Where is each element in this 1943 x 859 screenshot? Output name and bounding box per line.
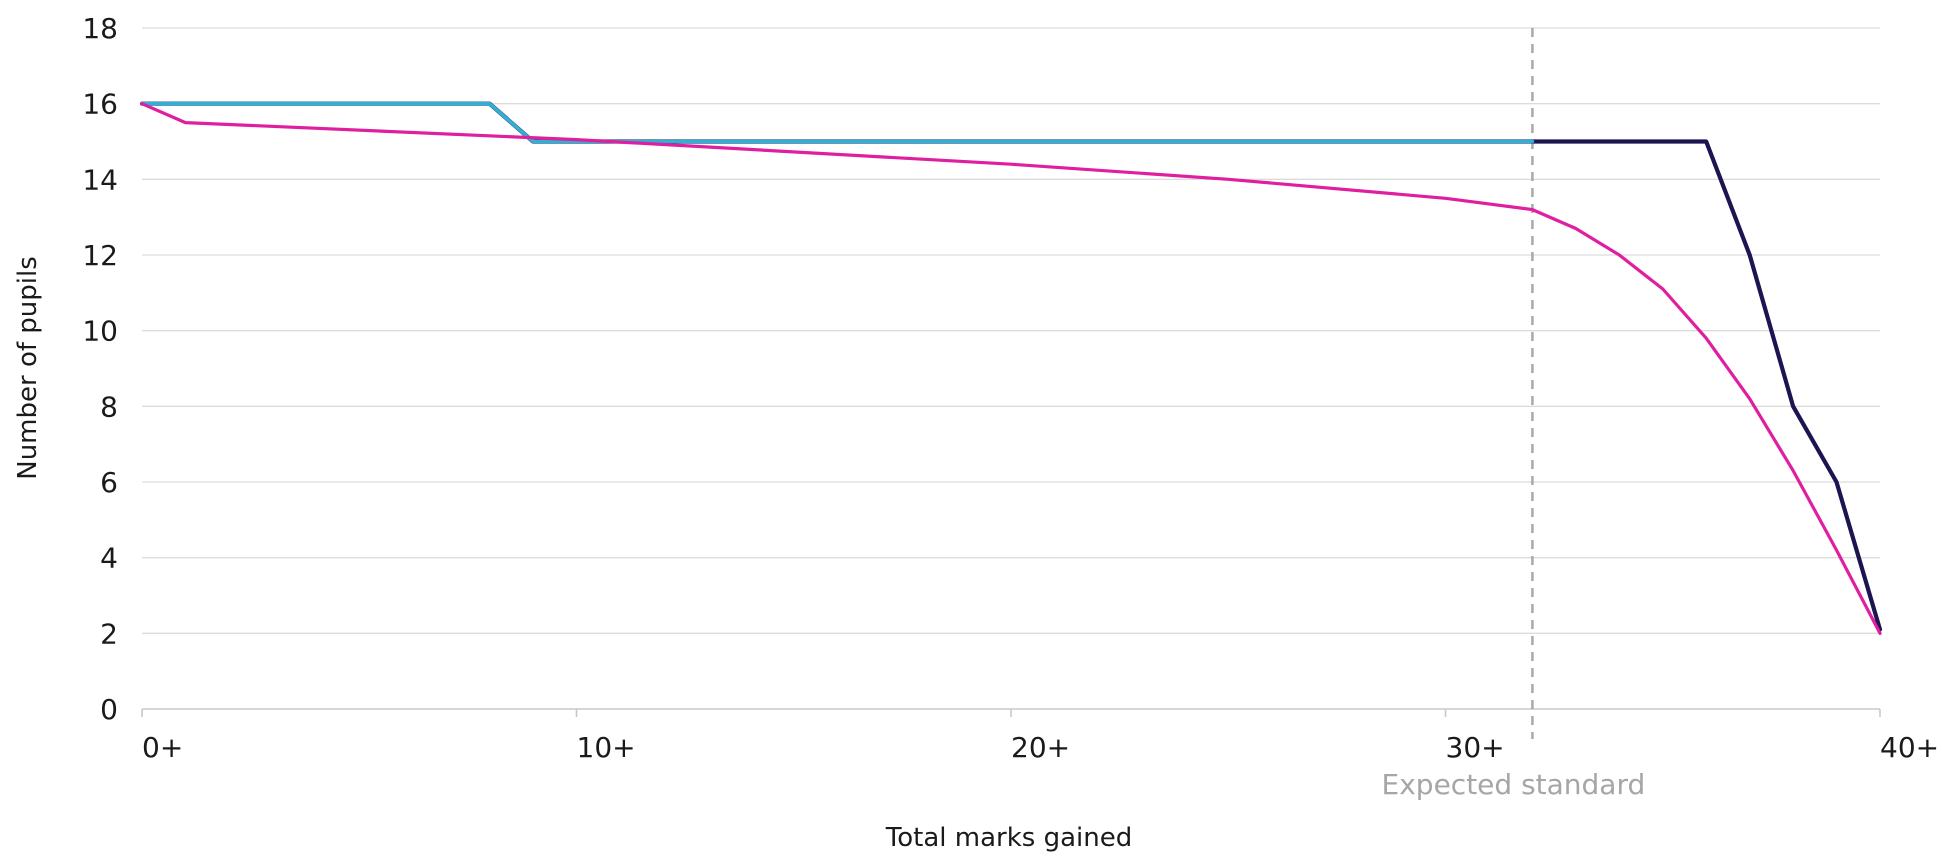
y-tick-label: 10 (82, 315, 118, 348)
y-tick-label: 6 (100, 466, 118, 499)
x-tick-label: 0+ (142, 731, 183, 764)
y-tick-label: 4 (100, 542, 118, 575)
y-tick-label: 16 (82, 88, 118, 121)
y-axis-title: Number of pupils (13, 256, 43, 480)
expected-standard-label: Expected standard (1382, 768, 1646, 801)
x-tick-label: 20+ (1011, 731, 1070, 764)
y-tick-label: 12 (82, 239, 118, 272)
y-tick-label: 8 (100, 390, 118, 423)
x-axis-title: Total marks gained (885, 823, 1132, 853)
series-line-3 (140, 102, 1882, 635)
series-line-1 (139, 101, 1883, 632)
x-tick-label: 30+ (1446, 731, 1505, 764)
y-tick-label: 0 (100, 693, 118, 726)
y-tick-label: 18 (82, 12, 118, 45)
x-tick-label: 10+ (577, 731, 636, 764)
x-tick-label: 40+ (1880, 731, 1939, 764)
y-tick-label: 2 (100, 617, 118, 650)
y-tick-label: 14 (82, 163, 118, 196)
series-line-2 (140, 101, 1535, 144)
